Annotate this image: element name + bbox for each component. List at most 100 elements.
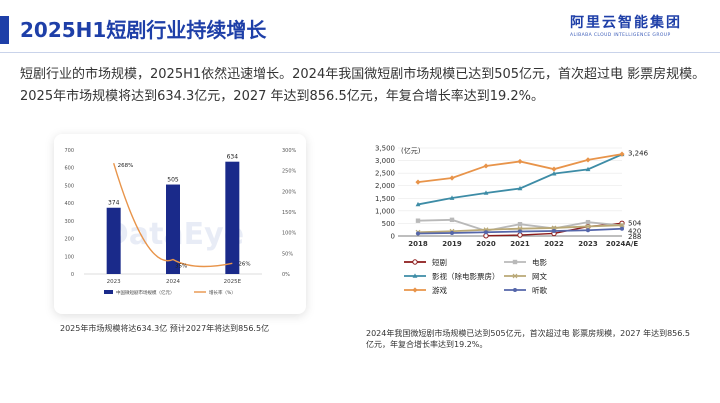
- company-logo: 阿里云智能集团 ALIBABA CLOUD INTELLIGENCE GROUP: [570, 12, 706, 38]
- legend-line-label: 增长率（%）: [209, 289, 236, 296]
- marker-听歌: [552, 228, 556, 233]
- logo-english-name: ALIBABA CLOUD INTELLIGENCE GROUP: [570, 33, 671, 38]
- bar-value-label: 374: [108, 200, 120, 207]
- growth-rate-label: 26%: [238, 261, 250, 267]
- legend-label: 游戏: [432, 285, 447, 295]
- marker-影视（除电影票房）: [551, 171, 557, 176]
- bar-2024: [166, 184, 180, 274]
- y-tick-label: 0: [391, 233, 395, 241]
- bar-2023: [106, 207, 121, 274]
- marker-影视（除电影票房）: [412, 273, 418, 278]
- y2-tick-label: 150%: [282, 210, 297, 216]
- y-tick-label: 3,000: [375, 157, 395, 165]
- marker-听歌: [416, 231, 420, 236]
- marker-电影: [517, 221, 523, 227]
- marker-游戏: [551, 166, 557, 172]
- marker-电影: [585, 219, 591, 225]
- y2-tick-label: 50%: [282, 251, 293, 257]
- marker-游戏: [412, 287, 418, 293]
- marker-听歌: [586, 228, 590, 233]
- marker-电影: [415, 218, 421, 223]
- market-size-chart: DataEye01002003004005006007000%50%100%15…: [64, 148, 297, 296]
- y-tick-label: 100: [64, 254, 74, 260]
- x-tick-label: 2021: [510, 240, 530, 248]
- marker-影视（除电影票房）: [449, 195, 455, 200]
- growth-rate-label: 35%: [175, 264, 187, 270]
- title-accent-bar: [0, 16, 9, 44]
- marker-电影: [449, 217, 455, 223]
- bar-value-label: 634: [227, 154, 239, 161]
- industry-comparison-chart-wrap: 0 500 1,000 1,500 2,000 2,500 3,000 3,500 (亿元) 20…: [364, 140, 664, 320]
- y2-tick-label: 200%: [282, 189, 297, 195]
- logo-chinese-name: 阿里云智能集团: [570, 15, 682, 31]
- marker-短剧: [517, 232, 523, 238]
- marker-影视（除电影票房）: [415, 201, 421, 207]
- growth-rate-label: 268%: [118, 163, 134, 169]
- x-tick-label: 2024A/E: [606, 240, 638, 248]
- marker-短剧: [412, 259, 418, 265]
- marker-网文: [619, 222, 625, 228]
- y-tick-label: 300: [64, 219, 74, 225]
- y-tick-label: 400: [64, 201, 74, 207]
- industry-comparison-chart: 0 500 1,000 1,500 2,000 2,500 3,000 3,500 (亿元) 20…: [375, 145, 649, 296]
- growth-rate-line: [112, 163, 233, 268]
- marker-游戏: [415, 179, 421, 185]
- x-tick-label: 2025E: [224, 279, 242, 285]
- y-tick-label: 500: [64, 183, 74, 189]
- end-value-label: 504: [628, 219, 642, 227]
- marker-游戏: [619, 151, 625, 157]
- legend-label: 听歌: [532, 285, 547, 295]
- y-tick-label: 500: [382, 220, 395, 228]
- marker-网文: [551, 225, 557, 231]
- legend-label: 短剧: [432, 257, 447, 267]
- marker-影视（除电影票房）: [483, 190, 489, 195]
- legend-bar-swatch: [104, 290, 113, 294]
- marker-听歌: [484, 230, 488, 235]
- x-tick-label: 2020: [476, 240, 496, 248]
- marker-听歌: [450, 230, 454, 235]
- marker-影视（除电影票房）: [517, 185, 523, 191]
- end-value-label: 288: [628, 233, 641, 241]
- marker-影视（除电影票房）: [585, 166, 591, 172]
- y-tick-label: 3,500: [375, 145, 395, 153]
- page-title: 2025H1短剧行业持续增长: [20, 18, 267, 42]
- marker-听歌: [518, 229, 522, 234]
- legend-label: 影视（除电影票房）: [432, 271, 500, 281]
- y-tick-label: 2,500: [375, 170, 395, 178]
- y-tick-label: 700: [64, 148, 74, 154]
- y2-tick-label: 250%: [282, 169, 297, 175]
- intro-paragraph: 短剧行业的市场规模，2025H1依然迅速增长。2024年我国微短剧市场规模已达到…: [20, 67, 706, 104]
- end-value-label: 420: [628, 227, 641, 235]
- y-tick-label: 2,000: [375, 182, 395, 190]
- marker-电影: [512, 259, 518, 265]
- marker-听歌: [513, 288, 517, 292]
- header-divider: [0, 52, 720, 53]
- marker-听歌: [620, 226, 624, 231]
- legend-bar-label: 中国微短剧市场规模（亿元）: [116, 289, 175, 296]
- legend-label: 网文: [532, 271, 547, 281]
- bar-value-label: 505: [167, 177, 179, 184]
- marker-游戏: [483, 163, 489, 169]
- x-tick-label: 2023: [107, 279, 121, 285]
- x-tick-label: 2023: [578, 240, 598, 248]
- marker-网文: [585, 224, 591, 229]
- x-tick-label: 2024: [166, 279, 180, 285]
- bar-2025E: [225, 161, 240, 274]
- y2-tick-label: 100%: [282, 231, 297, 237]
- marker-游戏: [585, 157, 591, 163]
- marker-游戏: [517, 158, 523, 165]
- x-tick-label: 2019: [442, 240, 462, 248]
- y2-tick-label: 300%: [282, 148, 297, 154]
- y-tick-label: 1,500: [375, 195, 395, 203]
- market-size-chart-card: DataEye01002003004005006007000%50%100%15…: [54, 134, 306, 314]
- right-chart-caption: 2024年我国微短剧市场规模已达到505亿元，首次超过电 影票房规模，2027 …: [366, 329, 690, 349]
- y2-tick-label: 0%: [282, 272, 290, 278]
- x-tick-label: 2022: [544, 240, 564, 248]
- y-tick-label: 0: [71, 272, 74, 278]
- left-chart-caption: 2025年市场规模将达634.3亿 预计2027年将达到856.5亿: [60, 324, 270, 333]
- x-tick-label: 2018: [408, 240, 428, 248]
- end-value-label: 3,246: [628, 149, 649, 157]
- y-axis-unit: (亿元): [401, 146, 421, 155]
- marker-游戏: [449, 175, 455, 181]
- y-tick-label: 200: [64, 237, 74, 243]
